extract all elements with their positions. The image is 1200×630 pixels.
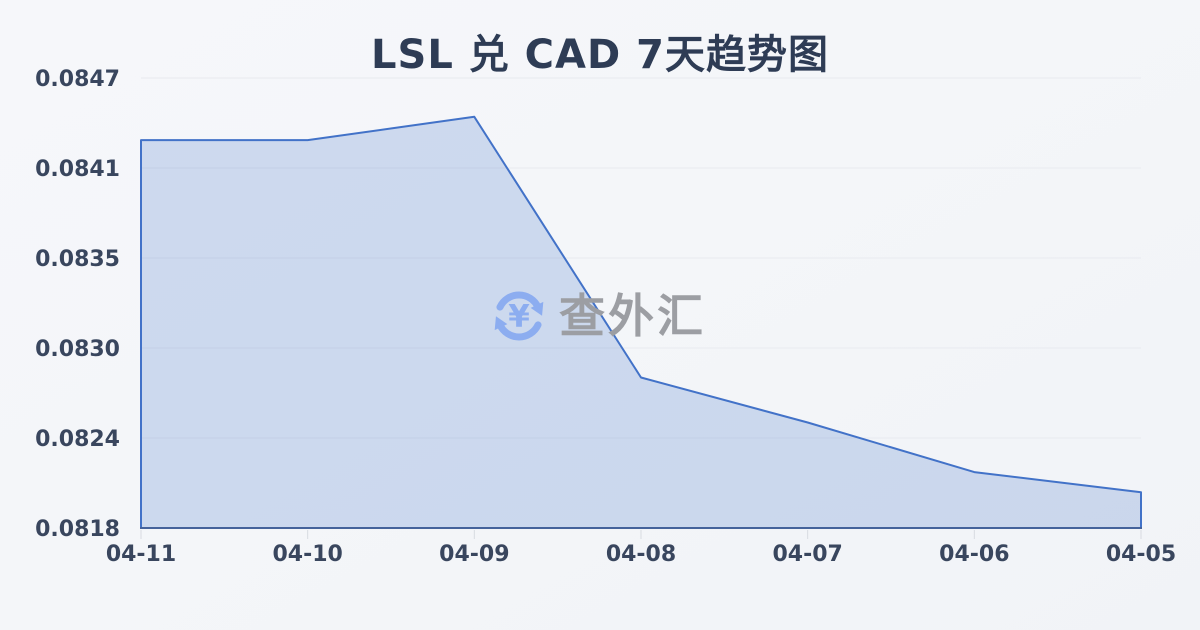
y-axis-tick-label: 0.0835	[35, 247, 120, 272]
x-axis-tick-label: 04-09	[439, 542, 509, 567]
x-axis-tick-label: 04-08	[606, 542, 676, 567]
y-axis-tick-label: 0.0830	[35, 337, 120, 362]
x-axis-tick-label: 04-05	[1106, 542, 1176, 567]
x-axis-tick-label: 04-11	[106, 542, 176, 567]
y-axis-tick-label: 0.0824	[35, 427, 120, 452]
x-axis-tick-label: 04-06	[939, 542, 1009, 567]
y-axis-tick-label: 0.0841	[35, 157, 120, 182]
y-axis-tick-label: 0.0818	[35, 517, 120, 542]
x-axis-tick-label: 04-07	[772, 542, 842, 567]
x-axis-tick-label: 04-10	[272, 542, 342, 567]
area-series	[140, 115, 1142, 529]
y-axis-tick-label: 0.0847	[35, 67, 120, 92]
chart-title: LSL 兑 CAD 7天趋势图	[371, 32, 829, 78]
